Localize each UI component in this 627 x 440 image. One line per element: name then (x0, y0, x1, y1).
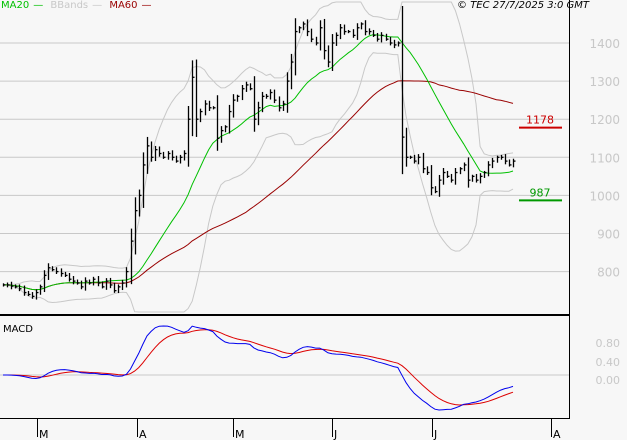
ma20-line (3, 34, 514, 291)
macd-line (3, 325, 514, 411)
legend-ma60: MA60— (109, 0, 152, 11)
price-tick-label: 1400 (589, 37, 620, 51)
month-label: J (433, 428, 437, 440)
month-label: M (39, 428, 49, 440)
bband-lower-line (3, 52, 514, 313)
macd-tick-label: 0.00 (596, 374, 621, 387)
legend-ma20: MA20— (1, 0, 44, 11)
month-label: J (333, 428, 337, 440)
legend-ma20-label: MA20 (1, 0, 30, 11)
copyright: © TEC 27/7/2025 3:0 GMT (457, 0, 589, 11)
price-tick-label: 1300 (589, 75, 620, 89)
month-label: M (235, 428, 245, 440)
bband-upper-line (3, 1, 514, 286)
legend-bbands: BBands — (50, 0, 103, 11)
price-tick-label: 1000 (589, 189, 620, 203)
macd-signal-line (3, 329, 514, 406)
macd-tick-label: 0.40 (596, 356, 621, 369)
level-label: 987 (530, 186, 551, 199)
level-label: 1178 (526, 114, 554, 127)
price-tick-label: 800 (597, 266, 620, 280)
macd-title: MACD (3, 324, 33, 335)
legend-bbands-label: BBands (50, 0, 89, 11)
month-label: A (553, 428, 561, 440)
month-label: A (139, 428, 147, 440)
legend: MA20— BBands — MA60— (1, 0, 156, 12)
price-tick-label: 1200 (589, 113, 620, 127)
price-tick-label: 1100 (589, 151, 620, 165)
price-tick-label: 900 (597, 228, 620, 242)
macd-tick-label: 0.80 (596, 337, 621, 350)
legend-ma60-label: MA60 (109, 0, 138, 11)
